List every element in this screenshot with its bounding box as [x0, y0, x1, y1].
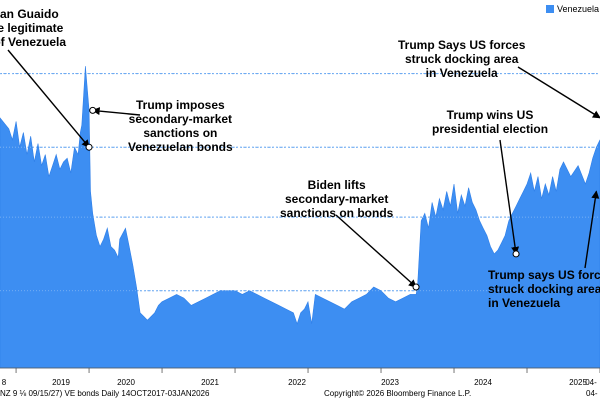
series-area: [0, 66, 600, 369]
footer-ticker: NZ 9 ⅛ 09/15/27) VE bonds Daily 14OCT201…: [0, 389, 210, 398]
x-tick-label: 2023: [381, 378, 399, 387]
annotation-docking-area-bottom: Trump says US force struck docking area in…: [488, 268, 600, 310]
annotation-arrow: [499, 139, 520, 255]
x-axis-ticks: [0, 367, 600, 373]
annotation-arrows: [7, 49, 600, 288]
annotation-arrow: [517, 66, 600, 119]
annotation-trump-sanctions: Trump imposes secondary-market sanctions o…: [128, 98, 233, 154]
legend-swatch: [546, 5, 554, 13]
event-markers: [85, 106, 520, 291]
annotation-guaido: Juan Guaidothe legitimatet of Venezuela: [0, 7, 67, 49]
footer-right: 04-: [586, 389, 598, 398]
annotation-biden-lifts: Biden lifts secondary-market sanctions on …: [280, 178, 394, 220]
annotation-arrow: [335, 214, 417, 288]
x-tick-label: 2020: [117, 378, 135, 387]
event-marker: [85, 143, 93, 151]
x-tick-label: 8: [1, 378, 7, 387]
annotation-docking-area-top: Trump Says US forces struck docking area i…: [398, 38, 526, 80]
annotation-trump-wins: Trump wins US presidential election: [432, 108, 549, 136]
x-tick-label: 2024: [474, 378, 492, 387]
x-tick-label: 2025: [569, 378, 587, 387]
x-tick-label: 2022: [288, 378, 306, 387]
x-tick-label: 2021: [201, 378, 219, 387]
x-tick-label: 2019: [52, 378, 70, 387]
grid-lines-overlay: [0, 73, 600, 292]
annotation-arrow: [7, 49, 90, 148]
annotation-arrow: [91, 107, 141, 116]
annotation-arrow: [584, 190, 600, 269]
legend-label: Venezuela 2: [557, 4, 600, 14]
event-marker: [412, 283, 420, 291]
footer-copyright: Copyright© 2026 Bloomberg Finance L.P.: [324, 389, 472, 398]
event-marker: [89, 106, 97, 114]
event-marker: [512, 250, 520, 258]
x-tick-label: 04-: [585, 378, 597, 387]
legend: Venezuela 2: [546, 4, 600, 14]
